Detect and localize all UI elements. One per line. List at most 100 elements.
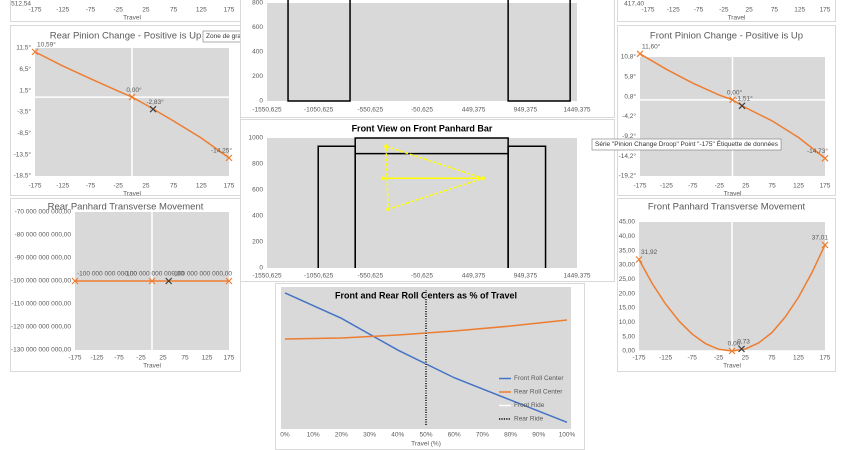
point-marker (71, 277, 79, 285)
x-tick-label: 125 (202, 355, 213, 362)
y-tick-label: 10,8° (621, 53, 637, 61)
legend-label: Rear Roll Center (514, 389, 563, 396)
x-axis-label: Travel (123, 191, 141, 198)
x-tick-label: -125 (660, 183, 673, 190)
point-marker (128, 93, 136, 101)
x-tick-label: -25 (113, 7, 123, 14)
x-axis-label: Travel (728, 15, 746, 22)
x-tick-label: 175 (224, 183, 235, 190)
point-marker (381, 176, 385, 181)
y-tick-label: 200 (252, 73, 263, 80)
y-tick-label: 30,00 (619, 262, 636, 269)
data-label: 37,01 (812, 235, 829, 242)
x-tick-label: -50,625 (411, 273, 433, 280)
x-tick-label: 449,375 (462, 107, 486, 114)
y-tick-label: 1000 (249, 135, 264, 142)
y-tick-label: 800 (252, 161, 263, 168)
data-label: -14,73° (807, 147, 828, 155)
y-tick-label: 0 (259, 265, 263, 272)
chart-title: Front Pinion Change - Positive is Up (650, 31, 803, 42)
data-label: -100 000 000 000,00 (124, 271, 184, 278)
x-tick-label: -25 (113, 183, 123, 190)
x-tick-label: -125 (56, 183, 69, 190)
series-line (507, 0, 571, 102)
point-marker (386, 207, 390, 212)
x-tick-label: 175 (224, 355, 235, 362)
x-tick-label: -175 (68, 355, 81, 362)
x-tick-label: -25 (719, 7, 729, 14)
chart-panel: 0% 10% 20% 30% 40% 50% 60% 70% 80% 90% 100% Travel … (275, 283, 585, 450)
y-tick-label: 0 (259, 98, 263, 105)
x-tick-label: 175 (224, 7, 235, 14)
y-tick-label: 6,5° (19, 65, 31, 73)
x-tick-label: 75 (181, 355, 189, 362)
y-tick-label: -8,5° (17, 129, 31, 137)
chart-title: Rear Pinion Change - Positive is Up (50, 31, 202, 42)
point-marker (225, 277, 233, 285)
x-tick-label: 449,375 (462, 273, 486, 280)
x-tick-label: 30% (363, 432, 376, 439)
data-label: 0,00 (728, 341, 741, 348)
chart-panel: 10,8° 5,8° 0,8° -4,2° -9,2° -14,2° -19,2° -175 -… (617, 25, 836, 196)
y-tick-label: 1,5° (19, 86, 31, 94)
data-label: -14,25° (211, 147, 232, 155)
x-tick-label: -175 (28, 183, 41, 190)
series-line (507, 145, 547, 268)
data-label: -1,51° (735, 95, 753, 103)
y-tick-label: 400 (252, 213, 263, 220)
x-tick-label: -1550,625 (252, 273, 282, 280)
point-marker (821, 154, 829, 162)
y-tick-label: -90 000 000 000,00 (15, 255, 72, 262)
x-tick-label: -550,625 (357, 273, 383, 280)
panel-frame (617, 0, 836, 22)
y-tick-label: 5,00 (622, 333, 635, 340)
chart-title: Rear Panhard Transverse Movement (48, 202, 204, 213)
chart-panel: 417,40-175 -125 -75 -25 25 75 125 175 Travel (617, 0, 836, 22)
x-tick-label: -1050,625 (304, 107, 334, 114)
y-tick-label: 5,8° (624, 73, 636, 81)
x-axis-label: Travel (123, 15, 141, 22)
tooltip-text: Zone de graphique (206, 33, 261, 40)
x-tick-label: 70% (476, 432, 489, 439)
x-tick-label: -125 (659, 355, 672, 362)
x-tick-label: -175 (633, 183, 646, 190)
chart-panel: -70 000 000 000,00 -80 000 000 000,00 -90 … (10, 198, 241, 372)
x-tick-label: 75 (170, 183, 178, 190)
data-label: -100 000 000 000,00 (172, 271, 232, 278)
x-tick-label: -175 (632, 355, 645, 362)
data-label: 11,60° (642, 43, 661, 51)
x-axis-label: Travel (723, 363, 741, 370)
x-tick-label: 90% (532, 432, 545, 439)
y-tick-label: 45,00 (619, 219, 636, 226)
x-tick-label: 75 (769, 183, 777, 190)
point-marker (738, 102, 746, 110)
y-tick-label: 20,00 (619, 290, 636, 297)
x-tick-label: 25 (746, 7, 754, 14)
chart-panel: 11,5° 6,5° 1,5° -3,5° -8,5° -13,5° -18,5° -175 -… (10, 25, 241, 198)
x-tick-label: 75 (170, 7, 178, 14)
x-tick-label: 175 (820, 355, 831, 362)
data-label: 0,00° (727, 89, 743, 97)
x-tick-label: 175 (820, 7, 831, 14)
y-tick-label: 40,00 (619, 233, 636, 240)
series-line (385, 145, 486, 211)
x-tick-label: -75 (114, 355, 124, 362)
x-tick-label: 125 (793, 355, 804, 362)
y-tick-label: 0,00 (622, 348, 635, 355)
point-marker (738, 345, 745, 353)
x-tick-label: -175 (641, 7, 654, 14)
x-tick-label: -1050,625 (304, 273, 334, 280)
x-tick-label: -75 (694, 7, 704, 14)
y-tick-label: -130 000 000 000,00 (11, 347, 71, 354)
point-marker (165, 277, 173, 285)
x-axis-label: Travel (143, 363, 161, 370)
point-marker (149, 105, 157, 113)
y-tick-label: -19,2° (619, 172, 637, 180)
legend-label: Rear Ride (514, 416, 544, 423)
data-label: 0,00° (126, 86, 142, 94)
point-marker (384, 144, 388, 149)
tooltip-text: Série "Pinion Change Droop" Point "-175"… (595, 139, 779, 148)
y-tick-label: -18,5° (14, 172, 32, 180)
x-tick-label: 25 (142, 183, 150, 190)
